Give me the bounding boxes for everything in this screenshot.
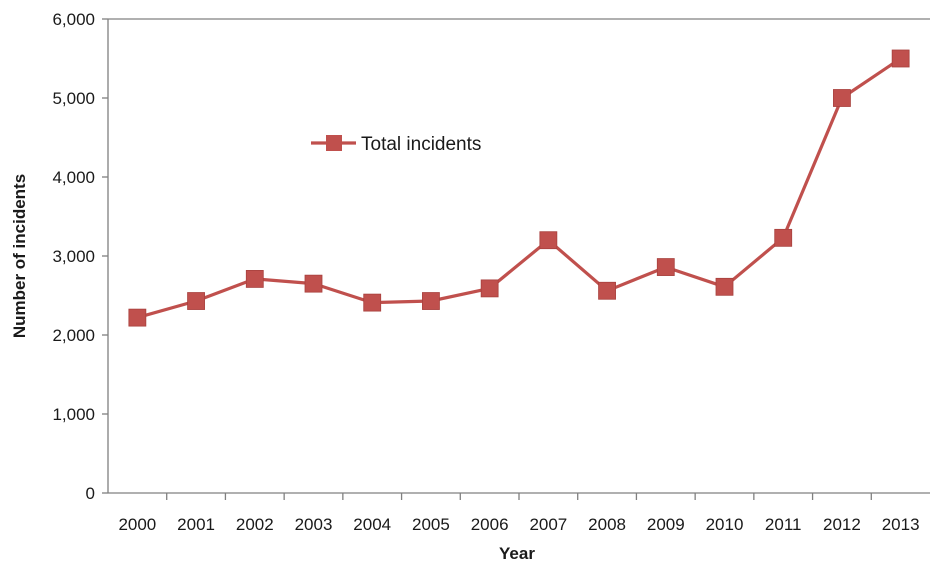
y-tick-label: 5,000 — [52, 89, 95, 108]
y-axis-title: Number of incidents — [10, 174, 29, 338]
y-tick-label: 4,000 — [52, 168, 95, 187]
x-tick-label: 2003 — [295, 515, 333, 534]
data-point-marker — [774, 228, 793, 247]
x-tick-label: 2002 — [236, 515, 274, 534]
data-point-marker — [656, 258, 675, 276]
data-point-marker — [480, 279, 499, 298]
x-tick-label: 2004 — [353, 515, 391, 534]
legend-marker-swatch — [326, 135, 342, 151]
data-point-marker — [715, 277, 734, 296]
x-tick-label: 2000 — [118, 515, 156, 534]
y-axis-ticks: 0 1,000 2,000 3,000 4,000 5,000 6,000 — [52, 10, 108, 503]
data-point-marker — [833, 89, 851, 107]
data-point-marker — [598, 281, 616, 300]
data-point-marker — [187, 292, 205, 310]
legend: Total incidents — [311, 134, 481, 155]
data-point-marker — [363, 293, 382, 312]
x-tick-label: 2010 — [706, 515, 744, 534]
data-point-marker — [891, 49, 910, 68]
legend-entry-total-incidents: Total incidents — [361, 134, 481, 155]
y-tick-label: 0 — [86, 484, 95, 503]
x-tick-label: 2007 — [529, 515, 567, 534]
y-tick-label: 1,000 — [52, 405, 95, 424]
x-tick-label: 2001 — [177, 515, 215, 534]
x-axis-title: Year — [499, 544, 535, 563]
x-tick-label: 2006 — [471, 515, 509, 534]
x-axis-ticks: 2000 2001 2002 2003 2004 2005 2006 2007 2008 2009… — [118, 493, 920, 534]
x-tick-label: 2013 — [882, 515, 920, 534]
data-point-marker — [422, 292, 440, 310]
data-point-marker — [245, 270, 264, 288]
x-tick-label: 2011 — [765, 515, 802, 534]
x-tick-label: 2012 — [823, 515, 861, 534]
y-tick-label: 3,000 — [52, 247, 95, 266]
axes — [107, 18, 930, 494]
y-tick-label: 6,000 — [52, 10, 95, 29]
data-point-marker — [128, 308, 147, 327]
data-point-marker — [539, 231, 558, 250]
series-line-0 — [136, 57, 902, 320]
x-tick-label: 2005 — [412, 515, 450, 534]
y-tick-label: 2,000 — [52, 326, 95, 345]
data-point-marker — [304, 274, 323, 293]
x-tick-label: 2008 — [588, 515, 626, 534]
x-tick-label: 2009 — [647, 515, 685, 534]
series-layer — [128, 49, 910, 327]
